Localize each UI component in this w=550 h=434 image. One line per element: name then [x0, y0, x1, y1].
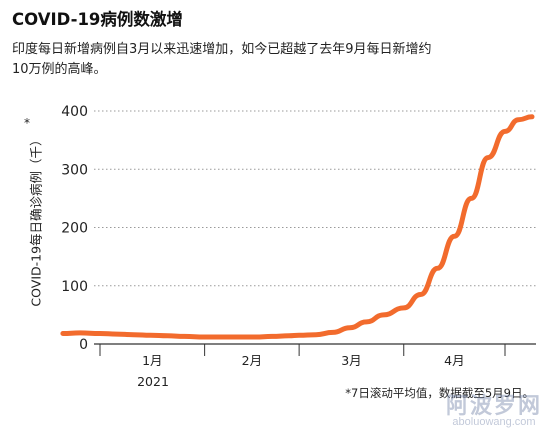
watermark-main: 阿波罗网 — [445, 393, 542, 418]
x-axis: 1月 2月 3月 4月 — [94, 343, 536, 368]
x-year-label: 2021 — [137, 374, 169, 389]
x-tick-label: 2月 — [242, 353, 262, 368]
x-tick-label: 4月 — [444, 353, 464, 368]
chart-subtitle: 印度每日新增病例自3月以来迅速增加，如今已超越了去年9月每日新增约10万例的高峰… — [12, 42, 432, 77]
y-tick-label: 100 — [61, 279, 88, 295]
series-line — [60, 114, 535, 340]
y-axis-label-marker: * — [24, 116, 30, 130]
watermark-sub: aboluowang.com — [452, 416, 536, 428]
y-tick-label: 300 — [61, 162, 88, 178]
series-group — [60, 114, 535, 340]
y-tick-label: 0 — [79, 337, 88, 353]
y-tick-labels: 0 100 200 300 400 — [61, 104, 88, 353]
x-tick-label: 1月 — [142, 353, 162, 368]
y-tick-label: 400 — [61, 104, 88, 120]
watermark: 阿波罗网 aboluowang.com — [446, 388, 542, 428]
x-tick-label: 3月 — [341, 353, 361, 368]
y-tick-label: 200 — [61, 221, 88, 237]
footnote: *7日滚动平均值，数据截至5月9日。 — [345, 386, 534, 400]
chart-title: COVID-19病例数激增 — [12, 10, 183, 29]
